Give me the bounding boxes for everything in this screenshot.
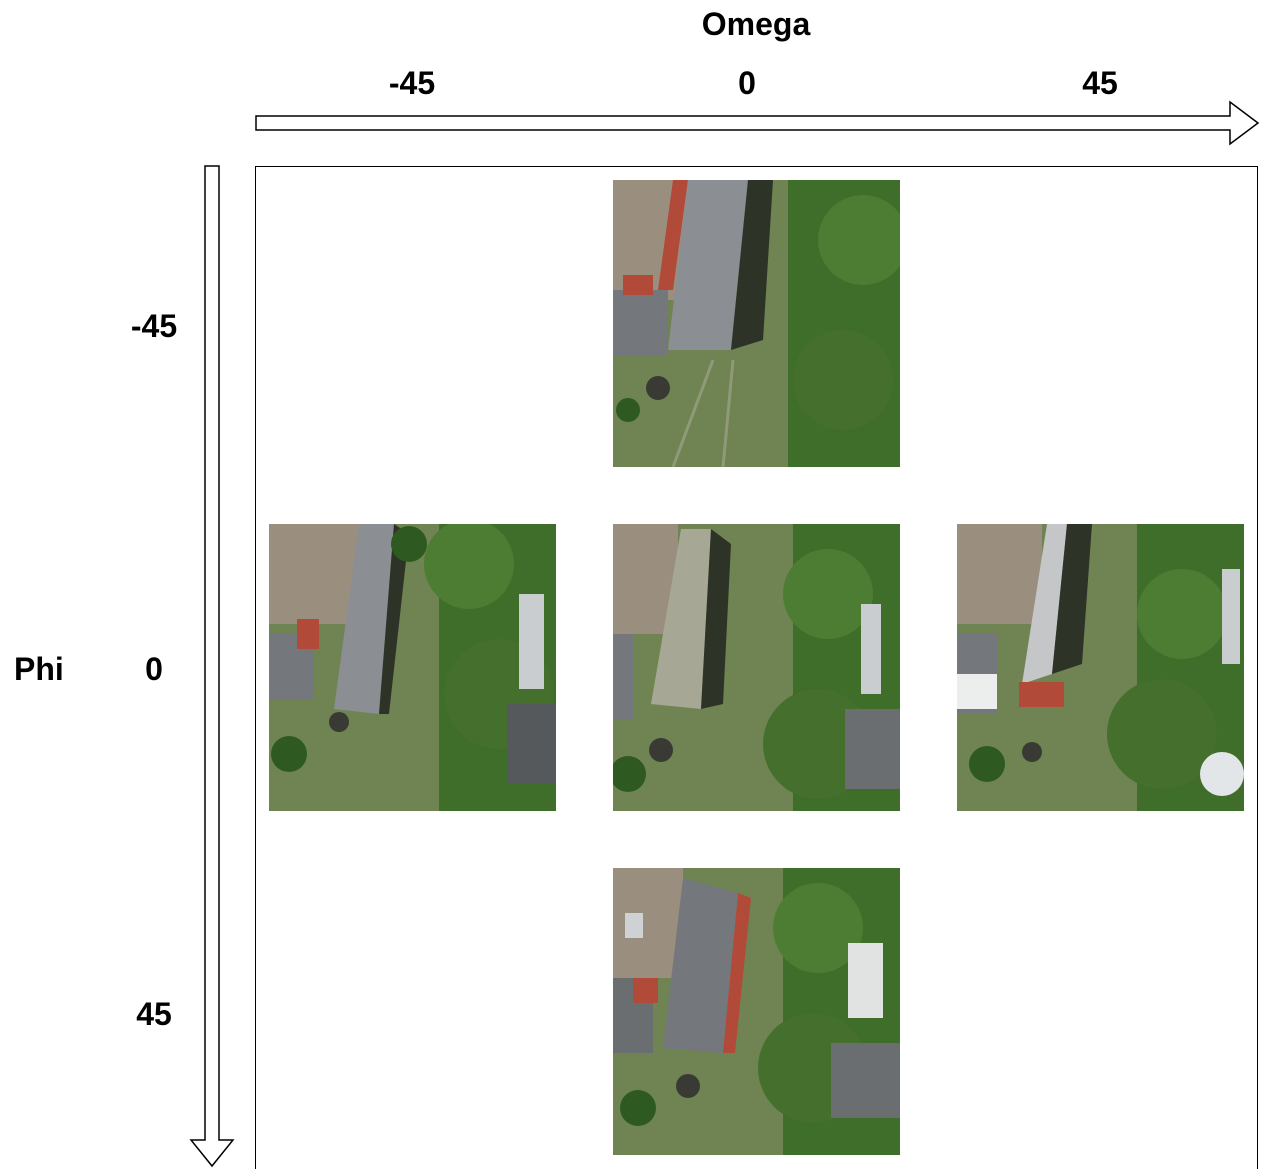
aerial-image-phi-45-omega-0	[613, 868, 900, 1155]
omega-tick-label: 0	[738, 65, 756, 101]
aerial-image-phi-0-omega-minus45	[269, 524, 556, 811]
phi-axis-arrow	[189, 165, 235, 1168]
aerial-image-phi-minus45-omega-0	[613, 180, 900, 467]
omega-tick-label: 45	[1082, 65, 1118, 101]
aerial-image-phi-0-omega-0	[613, 524, 900, 811]
omega-axis-title: Omega	[701, 6, 811, 42]
aerial-image-phi-0-omega-45	[957, 524, 1244, 811]
omega-axis-arrow	[255, 100, 1260, 146]
phi-tick-label: -45	[130, 308, 178, 344]
phi-tick-label: 45	[136, 996, 172, 1032]
omega-tick-label: -45	[388, 65, 436, 101]
image-grid-frame	[255, 166, 1258, 1169]
phi-tick-label: 0	[145, 651, 163, 687]
phi-axis-title: Phi	[14, 651, 64, 687]
